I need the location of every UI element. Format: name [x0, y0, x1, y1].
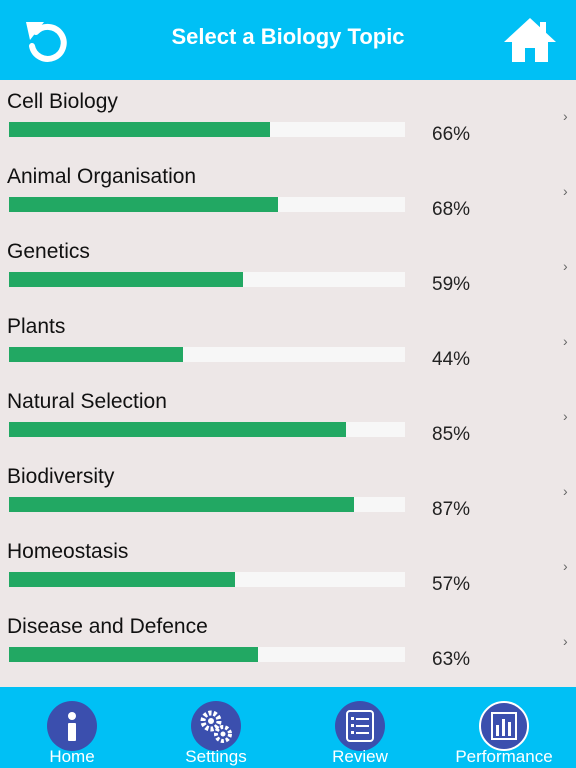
tab-icon-circle	[191, 701, 241, 751]
percent-label: 66%	[432, 124, 471, 145]
topic-label: Homeostasis	[7, 540, 129, 563]
top-bar: Select a Biology Topic	[0, 0, 576, 80]
chevron-right-icon: ›	[563, 333, 568, 349]
progress-fill	[9, 497, 354, 512]
progress-track	[9, 197, 405, 212]
progress-fill	[9, 122, 271, 137]
percent-label: 85%	[432, 424, 471, 445]
progress-track	[9, 647, 405, 662]
topic-label: Plants	[7, 315, 66, 338]
tab-label: Settings	[185, 747, 247, 766]
percent-label: 63%	[432, 649, 471, 670]
page-title: Select a Biology Topic	[171, 24, 405, 49]
percent-label: 68%	[432, 199, 471, 220]
percent-label: 57%	[432, 574, 471, 595]
list-icon	[346, 710, 374, 742]
percent-label: 59%	[432, 274, 471, 295]
topic-row-natural-selection[interactable]: Natural Selection 85% ›	[0, 380, 576, 455]
topic-row-homeostasis[interactable]: Homeostasis 57% ›	[0, 530, 576, 605]
tab-settings[interactable]: Settings	[146, 687, 286, 768]
topic-row-plants[interactable]: Plants 44% ›	[0, 305, 576, 380]
topic-row-animal-organisation[interactable]: Animal Organisation 68% ›	[0, 155, 576, 230]
chevron-right-icon: ›	[563, 483, 568, 499]
progress-track	[9, 572, 405, 587]
chevron-right-icon: ›	[563, 408, 568, 424]
topic-label: Disease and Defence	[7, 615, 208, 638]
topic-list: Cell Biology 66% › Animal Organisation 6…	[0, 80, 576, 687]
topic-row-cell-biology[interactable]: Cell Biology 66% ›	[0, 80, 576, 155]
percent-label: 44%	[432, 349, 471, 370]
progress-track	[9, 272, 405, 287]
percent-label: 87%	[432, 499, 471, 520]
progress-fill	[9, 422, 346, 437]
tab-label: Review	[332, 747, 388, 766]
bar-chart-icon	[491, 712, 517, 740]
chevron-right-icon: ›	[563, 108, 568, 124]
chevron-right-icon: ›	[563, 633, 568, 649]
gears-icon	[200, 710, 232, 743]
topic-label: Natural Selection	[7, 390, 167, 413]
tab-icon-circle	[335, 701, 385, 751]
chevron-right-icon: ›	[563, 558, 568, 574]
progress-track	[9, 347, 405, 362]
chevron-right-icon: ›	[563, 258, 568, 274]
tab-label: Home	[49, 747, 95, 766]
tab-home[interactable]: Home	[2, 687, 142, 768]
progress-fill	[9, 572, 235, 587]
back-button[interactable]	[18, 12, 74, 68]
undo-icon	[26, 22, 67, 62]
tab-icon-circle	[479, 701, 529, 751]
progress-fill	[9, 272, 243, 287]
tab-bar: Home Settings Review	[0, 687, 576, 768]
progress-track	[9, 422, 405, 437]
topic-row-genetics[interactable]: Genetics 59% ›	[0, 230, 576, 305]
topic-row-disease-and-defence[interactable]: Disease and Defence 63% ›	[0, 605, 576, 680]
tab-icon-circle	[47, 701, 97, 751]
progress-fill	[9, 197, 279, 212]
progress-fill	[9, 647, 259, 662]
progress-fill	[9, 347, 184, 362]
tab-review[interactable]: Review	[290, 687, 430, 768]
house-icon	[504, 18, 556, 62]
topic-label: Biodiversity	[7, 465, 115, 488]
progress-track	[9, 122, 405, 137]
topic-row-biodiversity[interactable]: Biodiversity 87% ›	[0, 455, 576, 530]
progress-track	[9, 497, 405, 512]
tab-performance[interactable]: Performance	[434, 687, 574, 768]
tab-label: Performance	[455, 747, 553, 766]
home-button[interactable]	[500, 14, 560, 66]
chevron-right-icon: ›	[563, 183, 568, 199]
topic-label: Animal Organisation	[7, 165, 197, 188]
topic-label: Genetics	[7, 240, 90, 263]
topic-label: Cell Biology	[7, 90, 118, 113]
info-icon	[68, 712, 76, 741]
